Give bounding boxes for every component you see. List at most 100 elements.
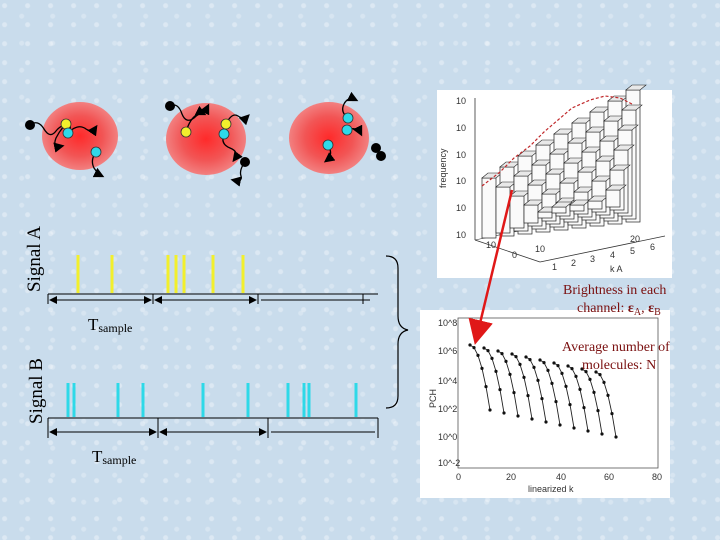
histogram-bar-top: [609, 164, 631, 171]
svg-text:20: 20: [506, 472, 516, 482]
black-molecule: [25, 120, 35, 130]
svg-text:10: 10: [456, 123, 466, 133]
brightness-label-line2: channel: εA, εB: [577, 301, 661, 318]
svg-text:3: 3: [590, 254, 595, 264]
molecule-illustration: [25, 91, 386, 187]
svg-text:40: 40: [556, 472, 566, 482]
svg-text:10^2: 10^2: [438, 404, 457, 414]
pch-point: [536, 378, 540, 382]
histogram-bar: [523, 204, 539, 224]
y-axis-ticks: 0 10 20: [512, 234, 640, 260]
pch-point: [598, 373, 602, 377]
pch-point: [558, 423, 562, 427]
pch-point: [502, 411, 506, 415]
svg-text:80: 80: [652, 472, 662, 482]
pch-point: [568, 403, 572, 407]
pch-y-ticks: 10^8 10^6 10^4 10^2 10^0 10^-2: [438, 318, 460, 468]
pch-point: [500, 352, 504, 356]
pch-point: [488, 408, 492, 412]
molecule-paths-2: [169, 103, 250, 187]
pch-point: [490, 356, 494, 360]
signal-a-label: Signal A: [24, 226, 45, 292]
svg-text:PCH: PCH: [428, 389, 438, 408]
yellow-molecule: [180, 126, 192, 138]
histogram-bar: [569, 204, 585, 212]
svg-text:0: 0: [512, 250, 517, 260]
pch-point: [516, 414, 520, 418]
black-molecule: [240, 157, 250, 167]
svg-text:linearized k: linearized k: [528, 484, 574, 494]
signal-b-trace: [47, 383, 379, 438]
histogram-bar-top: [621, 104, 643, 111]
pch-point: [556, 364, 560, 368]
pch-point: [602, 380, 606, 384]
pch-point: [508, 372, 512, 376]
svg-text:10: 10: [456, 176, 466, 186]
pch-point: [564, 384, 568, 388]
pch-point: [526, 394, 530, 398]
svg-text:10: 10: [535, 244, 545, 254]
svg-text:10: 10: [486, 240, 496, 250]
pch-point: [588, 377, 592, 381]
svg-text:10^-2: 10^-2: [438, 458, 460, 468]
pch-point: [572, 426, 576, 430]
pch-point: [524, 355, 528, 359]
cyan-molecule: [218, 128, 230, 140]
pch-point: [614, 435, 618, 439]
pch-point: [480, 366, 484, 370]
avg-molecules-line1: Average number of: [562, 340, 670, 355]
pch-point: [494, 369, 498, 373]
t-sample-label-b: Tsample: [92, 447, 136, 467]
svg-text:4: 4: [610, 250, 615, 260]
pch-point: [522, 375, 526, 379]
pch-point: [518, 362, 522, 366]
black-molecule: [165, 101, 175, 111]
pch-point: [574, 374, 578, 378]
pch-point: [538, 358, 542, 362]
focal-volume-2: [166, 103, 246, 175]
pch-point: [540, 397, 544, 401]
svg-text:10: 10: [456, 230, 466, 240]
pch-point: [554, 400, 558, 404]
pch-plot-panel: PCH 10^8 10^6 10^4 10^2 10^0 10^-2 0 20 …: [420, 310, 670, 498]
curly-brace: [385, 255, 409, 409]
histogram-3d-panel: frequency 10 10 10 10 10 10 10 1 2 3 4 5…: [437, 84, 672, 278]
pch-point: [552, 361, 556, 365]
histogram-bar-top: [551, 201, 573, 208]
pch-point: [550, 381, 554, 385]
svg-text:20: 20: [630, 234, 640, 244]
focal-volume-1: [42, 102, 118, 170]
histogram-bar-top: [613, 144, 635, 151]
pch-point: [586, 429, 590, 433]
pch-point: [512, 391, 516, 395]
fit-curve: [481, 95, 633, 187]
pch-point: [468, 343, 472, 347]
pch-point: [570, 367, 574, 371]
avg-molecules-line2: molecules: N: [582, 358, 656, 373]
pch-series: [468, 343, 618, 439]
pch-point: [544, 420, 548, 424]
pch-point: [560, 371, 564, 375]
pch-point: [610, 412, 614, 416]
svg-text:frequency: frequency: [438, 148, 448, 188]
svg-text:k A: k A: [610, 264, 623, 274]
pch-point: [514, 355, 518, 359]
svg-text:10^8: 10^8: [438, 318, 457, 328]
pch-point: [578, 387, 582, 391]
svg-text:10^6: 10^6: [438, 346, 457, 356]
svg-text:0: 0: [456, 472, 461, 482]
cyan-molecule: [90, 146, 102, 158]
cyan-molecule: [342, 112, 354, 124]
pch-point: [566, 364, 570, 368]
z-axis-ticks: 10 10 10 10 10 10: [456, 96, 466, 240]
histogram-bar: [481, 177, 497, 239]
pch-point: [476, 353, 480, 357]
pch-point: [482, 346, 486, 350]
pch-point: [484, 385, 488, 389]
svg-text:10: 10: [456, 150, 466, 160]
histogram-bar: [509, 195, 525, 229]
pch-point: [582, 406, 586, 410]
pch-point: [532, 365, 536, 369]
pch-point: [510, 352, 514, 356]
cyan-molecule: [62, 127, 74, 139]
